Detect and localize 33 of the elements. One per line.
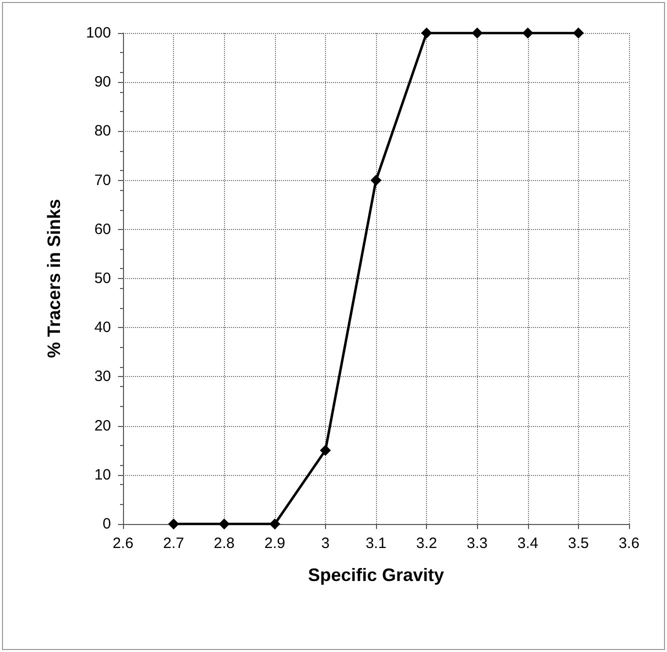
point (218, 518, 230, 530)
x-tick-label: 2.7 (163, 535, 184, 552)
point (168, 518, 180, 530)
point (370, 174, 382, 186)
point (269, 518, 280, 530)
y-tick-label: 50 (94, 270, 111, 287)
y-tick-label: 40 (94, 319, 111, 336)
x-tick-label: 3.5 (568, 535, 589, 552)
y-tick-label: 80 (94, 122, 111, 140)
y-tick-label: 100 (86, 24, 111, 42)
y-tick-label: 60 (94, 220, 111, 238)
x-axis-title: Specific Gravity (308, 565, 444, 585)
y-axis-title: % Tracers in Sinks (44, 198, 64, 358)
point (472, 28, 483, 38)
point (522, 28, 534, 38)
point (320, 444, 331, 456)
point (572, 28, 584, 38)
x-tick-label: 3.6 (618, 535, 640, 552)
x-tick-label: 2.9 (264, 535, 286, 552)
x-tick-label: 2.6 (112, 535, 134, 552)
x-tick-label: 3.3 (466, 535, 488, 552)
y-tick-label: 0 (102, 516, 111, 532)
y-tick-label: 90 (94, 74, 111, 91)
x-tick-label: 2.8 (214, 535, 235, 552)
y-tick-label: 10 (94, 466, 111, 484)
x-tick-label: 3.2 (416, 535, 438, 552)
x-tick-label: 3 (321, 535, 330, 552)
y-tick-label: 20 (94, 417, 111, 434)
x-tick-label: 3.1 (366, 535, 386, 552)
y-tick-label: 30 (94, 368, 111, 386)
x-tick-label: 3.4 (517, 535, 538, 552)
point (421, 28, 432, 38)
y-tick-label: 70 (94, 172, 111, 189)
